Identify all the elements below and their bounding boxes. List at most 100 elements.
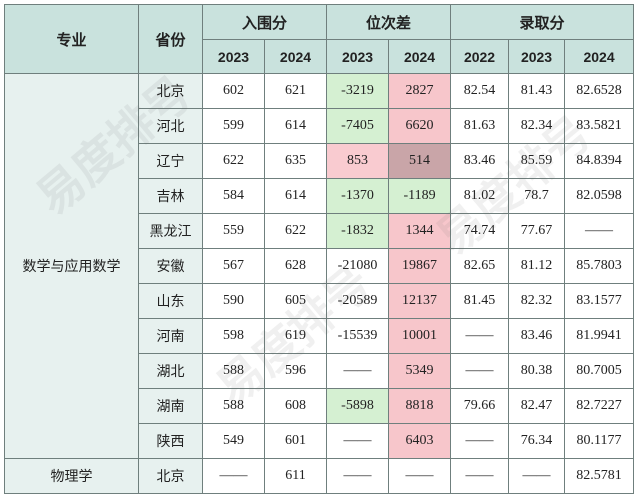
value-cell: —— [202,458,265,494]
value-cell: 83.46 [508,318,566,354]
year-header: 2023 [326,39,390,74]
value-cell: 8818 [388,388,452,424]
value-cell: 608 [263,388,328,424]
table-body: 数学与应用数学 北京 602 621 -3219 2827 82.54 81.43 82.652… [4,73,635,494]
value-cell: 76.34 [508,423,566,459]
value-cell: -1189 [388,178,452,214]
value-cell: 82.65 [450,248,510,284]
value-cell: 80.1177 [564,423,635,459]
table-row: 数学与应用数学 北京 602 621 -3219 2827 82.54 81.43 82.652… [4,73,635,459]
value-cell: 1344 [388,213,452,249]
table-row: 河北 599 614 -7405 6620 81.63 82.34 83.5821 [5,108,635,144]
value-cell: 82.5781 [564,458,635,494]
value-cell: 81.63 [450,108,510,144]
value-cell: 81.02 [450,178,510,214]
province-cell: 湖南 [138,388,203,424]
value-cell: 82.32 [508,283,566,319]
value-cell: —— [564,213,635,249]
value-cell: 584 [202,178,265,214]
table-row: 湖南 588 608 -5898 8818 79.66 82.47 82.7227 [5,388,635,424]
value-cell: —— [326,458,390,494]
table-row: 黑龙江 559 622 -1832 1344 74.74 77.67 —— [5,213,635,249]
value-cell: 82.6528 [564,73,635,109]
value-cell: 19867 [388,248,452,284]
value-cell: 83.46 [450,143,510,179]
value-cell: 590 [202,283,265,319]
value-cell: 85.59 [508,143,566,179]
year-header: 2023 [202,39,265,74]
province-cell: 河南 [138,318,203,354]
value-cell: 549 [202,423,265,459]
value-cell: 10001 [388,318,452,354]
year-header: 2024 [263,39,328,74]
value-cell: 82.0598 [564,178,635,214]
value-cell: 611 [263,458,328,494]
province-cell: 辽宁 [138,143,203,179]
table-row: 物理学 北京 —— 611 —— —— —— —— 82.5781 [4,458,635,494]
value-cell: -7405 [326,108,390,144]
value-cell: 559 [202,213,265,249]
table-row: 湖北 588 596 —— 5349 —— 80.38 80.7005 [5,353,635,389]
year-header: 2022 [450,39,510,74]
value-cell: 853 [326,143,390,179]
value-cell: 81.43 [508,73,566,109]
province-cell: 湖北 [138,353,203,389]
value-cell: 614 [263,178,328,214]
rank-diff-header: 位次差 [326,4,452,40]
province-cell: 黑龙江 [138,213,203,249]
value-cell: 80.7005 [564,353,635,389]
major-cell: 数学与应用数学 [4,73,139,459]
value-cell: —— [326,353,390,389]
table-row: 河南 598 619 -15539 10001 —— 83.46 81.9941 [5,318,635,354]
value-cell: 82.47 [508,388,566,424]
value-cell: —— [450,423,510,459]
admission-score-header: 录取分 [450,4,635,40]
entry-score-header: 入围分 [201,4,328,40]
value-cell: 601 [263,423,328,459]
value-cell: 622 [202,143,265,179]
table-row: 安徽 567 628 -21080 19867 82.65 81.12 85.7803 [5,248,635,284]
major-header: 专业 [4,4,139,74]
year-header: 2024 [388,39,452,74]
value-cell: 2827 [388,73,452,109]
value-cell: 514 [388,143,452,179]
province-cell: 安徽 [138,248,203,284]
value-cell: 596 [263,353,328,389]
value-cell: 80.38 [508,353,566,389]
value-cell: 614 [263,108,328,144]
value-cell: 81.45 [450,283,510,319]
value-cell: 599 [202,108,265,144]
value-cell: 619 [263,318,328,354]
value-cell: 602 [202,73,265,109]
table-row: 陕西 549 601 —— 6403 —— 76.34 80.1177 [5,423,635,459]
value-cell: 598 [202,318,265,354]
value-cell: 588 [202,388,265,424]
value-cell: 6403 [388,423,452,459]
value-cell: 12137 [388,283,452,319]
value-cell: 74.74 [450,213,510,249]
value-cell: 79.66 [450,388,510,424]
value-cell: 83.5821 [564,108,635,144]
value-cell: -1832 [326,213,390,249]
value-cell: —— [388,458,452,494]
province-cell: 山东 [138,283,203,319]
table-row: 吉林 584 614 -1370 -1189 81.02 78.7 82.0598 [5,178,635,214]
value-cell: 81.12 [508,248,566,284]
province-cell: 北京 [138,458,203,494]
value-cell: 84.8394 [564,143,635,179]
year-header: 2024 [564,39,635,74]
value-cell: —— [508,458,566,494]
value-cell: 605 [263,283,328,319]
province-cell: 北京 [138,73,203,109]
value-cell: 77.67 [508,213,566,249]
value-cell: -21080 [326,248,390,284]
value-cell: 588 [202,353,265,389]
value-cell: 635 [263,143,328,179]
value-cell: -3219 [326,73,390,109]
value-cell: 628 [263,248,328,284]
value-cell: 82.7227 [564,388,635,424]
value-cell: -5898 [326,388,390,424]
value-cell: 82.34 [508,108,566,144]
major-cell: 物理学 [4,458,139,494]
value-cell: 81.9941 [564,318,635,354]
